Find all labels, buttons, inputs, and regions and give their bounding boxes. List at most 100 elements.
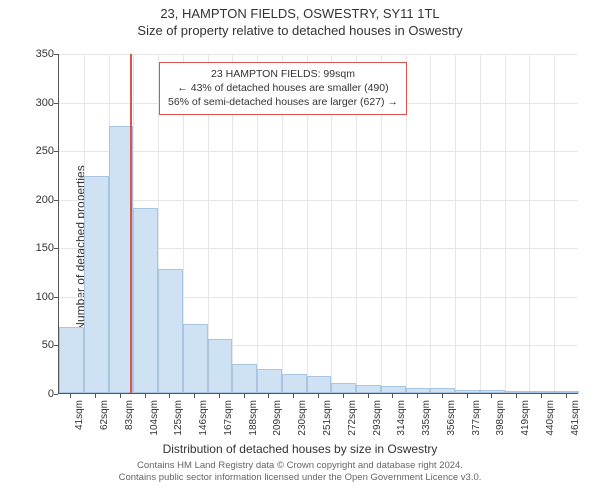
x-tick-mark: [516, 394, 517, 398]
histogram-bar: [208, 339, 233, 393]
histogram-bar: [505, 391, 530, 393]
x-tick-mark: [194, 394, 195, 398]
x-tick-mark: [368, 394, 369, 398]
y-tick-label: 200: [30, 194, 54, 206]
x-tick-mark: [95, 394, 96, 398]
x-tick-mark: [318, 394, 319, 398]
x-tick-mark: [293, 394, 294, 398]
x-tick-label: 272sqm: [347, 400, 358, 436]
x-tick-label: 398sqm: [495, 400, 506, 436]
histogram-bar: [84, 176, 109, 393]
x-tick-label: 125sqm: [173, 400, 184, 436]
x-tick-label: 167sqm: [223, 400, 234, 436]
y-tick-mark: [54, 248, 58, 249]
y-tick-label: 0: [30, 388, 54, 400]
histogram-bar: [480, 390, 505, 393]
histogram-bar: [183, 324, 208, 393]
gridline-v: [455, 54, 456, 393]
histogram-bar: [158, 269, 183, 393]
x-tick-mark: [491, 394, 492, 398]
annotation-box: 23 HAMPTON FIELDS: 99sqm← 43% of detache…: [159, 62, 407, 115]
x-tick-mark: [70, 394, 71, 398]
x-tick-label: 230sqm: [297, 400, 308, 436]
x-tick-label: 377sqm: [471, 400, 482, 436]
annotation-line: 56% of semi-detached houses are larger (…: [168, 95, 398, 109]
x-tick-label: 188sqm: [248, 400, 259, 436]
x-tick-mark: [442, 394, 443, 398]
page-title-line1: 23, HAMPTON FIELDS, OSWESTRY, SY11 1TL: [0, 6, 600, 21]
histogram-bar: [307, 376, 332, 393]
x-tick-mark: [145, 394, 146, 398]
chart-container: Number of detached properties 23 HAMPTON…: [0, 38, 600, 458]
annotation-line: ← 43% of detached houses are smaller (49…: [168, 81, 398, 95]
y-tick-label: 50: [30, 339, 54, 351]
histogram-bar: [356, 385, 381, 393]
gridline-v: [430, 54, 431, 393]
gridline-v: [529, 54, 530, 393]
x-tick-label: 83sqm: [124, 400, 135, 430]
x-tick-label: 293sqm: [372, 400, 383, 436]
x-tick-mark: [120, 394, 121, 398]
histogram-bar: [430, 388, 455, 393]
y-tick-label: 350: [30, 48, 54, 60]
histogram-bar: [133, 208, 158, 393]
y-tick-mark: [54, 345, 58, 346]
histogram-bar: [554, 391, 579, 393]
y-tick-mark: [54, 200, 58, 201]
y-tick-mark: [54, 297, 58, 298]
annotation-line: 23 HAMPTON FIELDS: 99sqm: [168, 67, 398, 81]
y-tick-mark: [54, 103, 58, 104]
x-tick-label: 62sqm: [99, 400, 110, 430]
x-tick-label: 41sqm: [74, 400, 85, 430]
page-title-line2: Size of property relative to detached ho…: [0, 23, 600, 38]
histogram-bar: [282, 374, 307, 393]
x-tick-label: 356sqm: [446, 400, 457, 436]
gridline-v: [480, 54, 481, 393]
x-tick-mark: [268, 394, 269, 398]
y-tick-label: 250: [30, 145, 54, 157]
histogram-bar: [232, 364, 257, 393]
x-tick-mark: [244, 394, 245, 398]
gridline-h: [59, 151, 578, 152]
x-tick-label: 146sqm: [198, 400, 209, 436]
histogram-bar: [529, 391, 554, 393]
gridline-h: [59, 200, 578, 201]
x-tick-label: 419sqm: [520, 400, 531, 436]
histogram-bar: [455, 390, 480, 393]
footer-line2: Contains public sector information licen…: [0, 472, 600, 484]
x-tick-mark: [417, 394, 418, 398]
x-tick-mark: [467, 394, 468, 398]
y-tick-mark: [54, 394, 58, 395]
x-tick-mark: [392, 394, 393, 398]
histogram-bar: [381, 386, 406, 393]
x-tick-mark: [343, 394, 344, 398]
x-tick-label: 251sqm: [322, 400, 333, 436]
histogram-bar: [406, 388, 431, 393]
reference-line: [130, 54, 132, 393]
x-tick-mark: [219, 394, 220, 398]
x-tick-label: 335sqm: [421, 400, 432, 436]
x-tick-label: 209sqm: [272, 400, 283, 436]
x-axis-label: Distribution of detached houses by size …: [0, 442, 600, 456]
y-tick-mark: [54, 54, 58, 55]
footer: Contains HM Land Registry data © Crown c…: [0, 460, 600, 484]
histogram-bar: [257, 369, 282, 393]
x-tick-label: 461sqm: [570, 400, 581, 436]
y-tick-mark: [54, 151, 58, 152]
y-tick-label: 100: [30, 291, 54, 303]
footer-line1: Contains HM Land Registry data © Crown c…: [0, 460, 600, 472]
y-tick-label: 150: [30, 242, 54, 254]
x-tick-mark: [566, 394, 567, 398]
x-tick-label: 314sqm: [396, 400, 407, 436]
x-tick-mark: [541, 394, 542, 398]
gridline-v: [554, 54, 555, 393]
gridline-h: [59, 54, 578, 55]
plot-area: 23 HAMPTON FIELDS: 99sqm← 43% of detache…: [58, 54, 578, 394]
x-tick-label: 440sqm: [545, 400, 556, 436]
histogram-bar: [59, 327, 84, 393]
y-tick-label: 300: [30, 97, 54, 109]
x-tick-label: 104sqm: [149, 400, 160, 436]
histogram-bar: [331, 383, 356, 393]
x-tick-mark: [169, 394, 170, 398]
gridline-v: [505, 54, 506, 393]
